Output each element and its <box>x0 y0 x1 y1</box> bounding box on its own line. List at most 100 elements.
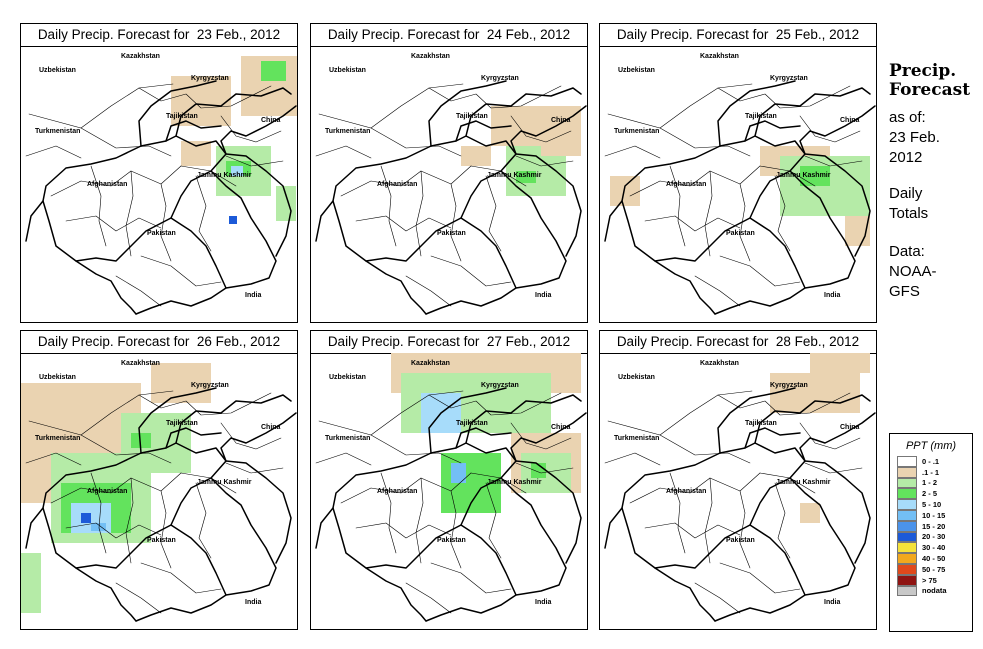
label-tajikistan: Tajikistan <box>166 113 198 120</box>
precip-area <box>451 463 466 483</box>
legend-swatch <box>897 488 917 500</box>
label-turkmenistan: Turkmenistan <box>325 128 370 135</box>
legend-label: 0 - .1 <box>922 456 940 466</box>
source-line1: NOAA- <box>889 263 937 280</box>
label-afghanistan: Afghanistan <box>87 488 127 495</box>
label-uzbekistan: Uzbekistan <box>39 374 76 381</box>
sidebar-title: Precip. Forecast <box>889 62 979 100</box>
legend-label: 5 - 10 <box>922 500 942 510</box>
label-india: India <box>535 292 551 299</box>
legend-swatch <box>897 574 917 586</box>
legend-item: 5 - 10 <box>897 499 972 510</box>
label-india: India <box>245 599 261 606</box>
source-line2: GFS <box>889 283 920 300</box>
legend-item: 30 - 40 <box>897 542 972 554</box>
label-india: India <box>245 292 261 299</box>
label-jammu-kashmir: Jammu Kashmir <box>776 479 831 486</box>
label-china: China <box>261 117 281 124</box>
label-turkmenistan: Turkmenistan <box>614 435 659 442</box>
label-pakistan: Pakistan <box>726 230 755 237</box>
precip-map: Kazakhstan Uzbekistan Kyrgyzstan Tajikis… <box>600 353 876 629</box>
sidebar-title-line2: Forecast <box>889 80 971 100</box>
label-kyrgyzstan: Kyrgyzstan <box>191 75 229 82</box>
legend-swatch <box>897 509 917 521</box>
precip-area <box>181 141 211 166</box>
precip-area <box>261 61 286 81</box>
label-kazakhstan: Kazakhstan <box>411 360 450 367</box>
label-kazakhstan: Kazakhstan <box>121 53 160 60</box>
legend-label: 20 - 30 <box>922 532 946 542</box>
label-afghanistan: Afghanistan <box>377 488 417 495</box>
label-uzbekistan: Uzbekistan <box>329 374 366 381</box>
legend-swatch <box>897 477 917 489</box>
label-jammu-kashmir: Jammu Kashmir <box>487 172 542 179</box>
label-kyrgyzstan: Kyrgyzstan <box>191 382 229 389</box>
legend-item: nodata <box>897 585 972 597</box>
precip-area <box>800 166 830 186</box>
legend-label: nodata <box>922 586 947 596</box>
legend-item: 2 - 5 <box>897 488 972 500</box>
forecast-panel-feb-26: Daily Precip. Forecast for 26 Feb., 2012 <box>20 330 298 630</box>
label-pakistan: Pakistan <box>147 537 176 544</box>
panel-title: Daily Precip. Forecast for 23 Feb., 2012 <box>21 24 297 47</box>
label-tajikistan: Tajikistan <box>166 420 198 427</box>
legend-swatch <box>897 456 917 467</box>
label-pakistan: Pakistan <box>437 230 466 237</box>
panel-title: Daily Precip. Forecast for 26 Feb., 2012 <box>21 331 297 354</box>
label-pakistan: Pakistan <box>147 230 176 237</box>
precip-map: Kazakhstan Uzbekistan Kyrgyzstan Tajikis… <box>311 46 587 322</box>
data-source-note: Data: NOAA- GFS <box>889 242 979 302</box>
legend-label: 2 - 5 <box>922 489 938 499</box>
precip-map: Kazakhstan Uzbekistan Kyrgyzstan Tajikis… <box>600 46 876 322</box>
precip-area <box>531 463 546 478</box>
as-of-year: 2012 <box>889 149 923 166</box>
legend-title: PPT (mm) <box>905 440 957 452</box>
data-label: Data: <box>889 243 925 260</box>
label-china: China <box>551 117 571 124</box>
totals-label: Totals <box>889 205 929 222</box>
legend-item: 1 - 2 <box>897 477 972 489</box>
label-turkmenistan: Turkmenistan <box>325 435 370 442</box>
forecast-panel-feb-24: Daily Precip. Forecast for 24 Feb., 2012 <box>310 23 588 323</box>
precip-map: Kazakhstan Uzbekistan Kyrgyzstan Tajikis… <box>311 353 587 629</box>
label-pakistan: Pakistan <box>437 537 466 544</box>
legend-item: > 75 <box>897 574 972 586</box>
precip-map: Kazakhstan Uzbekistan Kyrgyzstan Tajikis… <box>21 46 297 322</box>
as-of-date: as of: 23 Feb. 2012 <box>889 108 979 168</box>
label-tajikistan: Tajikistan <box>745 420 777 427</box>
legend-swatch <box>897 585 917 597</box>
daily-label: Daily <box>889 185 923 202</box>
label-turkmenistan: Turkmenistan <box>614 128 659 135</box>
precip-area <box>276 186 296 221</box>
precip-area <box>229 216 237 224</box>
label-afghanistan: Afghanistan <box>377 181 417 188</box>
as-of-label: as of: <box>889 109 926 126</box>
precip-area <box>770 373 860 413</box>
legend-item: 50 - 75 <box>897 563 972 575</box>
label-turkmenistan: Turkmenistan <box>35 128 80 135</box>
legend-label: 1 - 2 <box>922 478 938 488</box>
label-uzbekistan: Uzbekistan <box>39 67 76 74</box>
label-jammu-kashmir: Jammu Kashmir <box>776 172 831 179</box>
precip-area <box>516 171 536 183</box>
label-jammu-kashmir: Jammu Kashmir <box>487 479 542 486</box>
legend-swatch <box>897 499 917 510</box>
precip-area <box>231 166 243 176</box>
label-uzbekistan: Uzbekistan <box>329 67 366 74</box>
forecast-panel-feb-27: Daily Precip. Forecast for 27 Feb., 2012 <box>310 330 588 630</box>
legend-item: 15 - 20 <box>897 520 972 532</box>
label-afghanistan: Afghanistan <box>87 181 127 188</box>
label-kazakhstan: Kazakhstan <box>700 360 739 367</box>
panel-title: Daily Precip. Forecast for 28 Feb., 2012 <box>600 331 876 354</box>
panel-title: Daily Precip. Forecast for 24 Feb., 2012 <box>311 24 587 47</box>
legend-label: 40 - 50 <box>922 554 946 564</box>
legend-item: 20 - 30 <box>897 531 972 543</box>
label-pakistan: Pakistan <box>726 537 755 544</box>
legend-swatch <box>897 553 917 564</box>
label-tajikistan: Tajikistan <box>745 113 777 120</box>
legend-swatch <box>897 542 917 554</box>
label-china: China <box>840 424 860 431</box>
label-kyrgyzstan: Kyrgyzstan <box>481 75 519 82</box>
label-kazakhstan: Kazakhstan <box>411 53 450 60</box>
forecast-panel-feb-28: Daily Precip. Forecast for 28 Feb., 2012 <box>599 330 877 630</box>
